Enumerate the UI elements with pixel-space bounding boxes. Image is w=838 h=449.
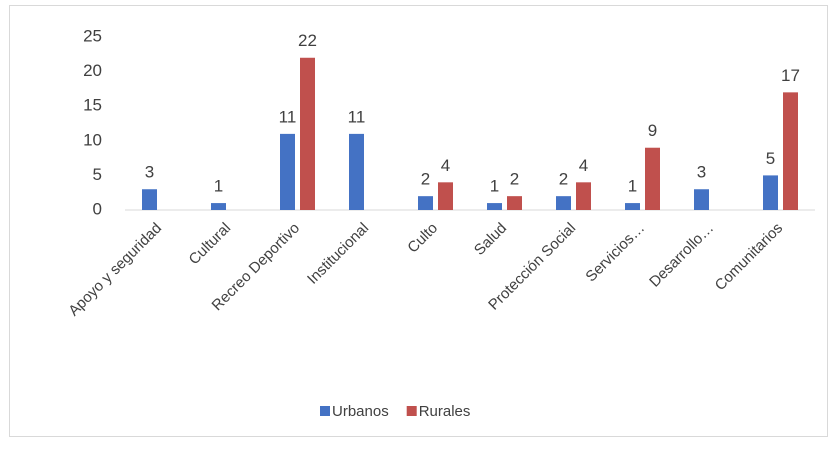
legend-label: Rurales	[419, 403, 471, 420]
y-tick-label: 15	[83, 96, 102, 115]
data-label: 17	[781, 66, 800, 85]
data-label: 9	[648, 121, 657, 140]
bar	[625, 203, 640, 210]
bar	[300, 57, 315, 211]
y-tick-label: 5	[93, 165, 102, 184]
legend-swatch	[320, 406, 330, 416]
bar	[438, 182, 453, 210]
data-label: 11	[279, 107, 297, 126]
bar	[645, 147, 660, 210]
bar	[556, 196, 571, 210]
bar	[507, 196, 522, 210]
bar	[763, 175, 778, 210]
chart-border	[9, 5, 828, 437]
data-label: 2	[510, 170, 519, 189]
legend-label: Urbanos	[332, 403, 389, 420]
bar	[694, 189, 709, 210]
bar	[576, 182, 591, 210]
y-tick-label: 25	[83, 26, 102, 45]
bar	[349, 133, 364, 210]
bar	[211, 203, 226, 210]
data-label: 5	[766, 149, 775, 168]
y-tick-label: 20	[83, 61, 102, 80]
bar	[280, 133, 295, 210]
data-label: 22	[298, 31, 317, 50]
data-label: 4	[579, 156, 588, 175]
bar	[487, 203, 502, 210]
bar	[783, 92, 798, 210]
data-label: 2	[559, 170, 568, 189]
data-label: 4	[441, 156, 450, 175]
data-label: 1	[214, 177, 223, 196]
y-tick-label: 0	[93, 199, 102, 218]
data-label: 3	[697, 163, 706, 182]
data-label: 1	[490, 177, 499, 196]
bar	[142, 189, 157, 210]
data-label: 2	[421, 170, 430, 189]
bar	[418, 196, 433, 210]
data-label: 3	[145, 163, 154, 182]
data-label: 11	[348, 107, 366, 126]
legend-swatch	[406, 406, 417, 416]
data-label: 1	[628, 177, 637, 196]
y-tick-label: 10	[83, 130, 102, 149]
